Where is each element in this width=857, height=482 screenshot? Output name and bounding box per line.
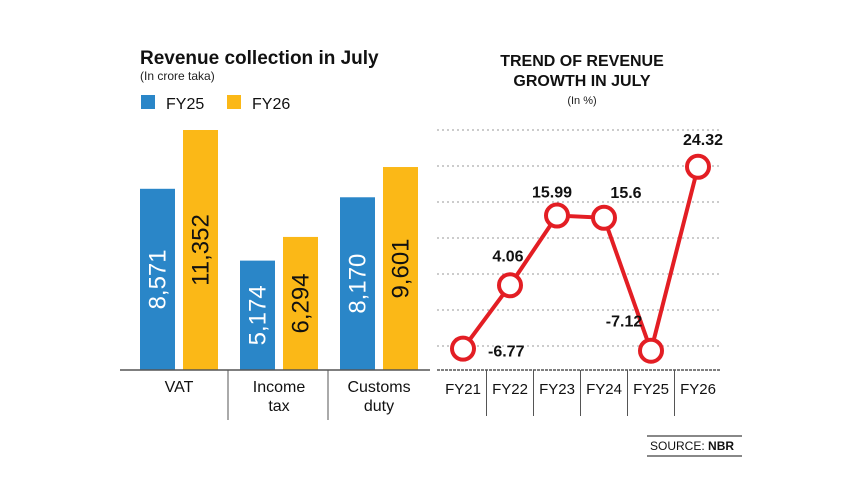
x-tick-label: FY25 (633, 381, 669, 398)
category-label: duty (364, 398, 394, 415)
bar-fy26-0 (183, 130, 218, 370)
data-point-fy26 (685, 153, 711, 180)
data-point-fy24 (591, 204, 617, 231)
bar-value-label: 11,352 (188, 214, 215, 286)
bar-value-label: 5,174 (245, 285, 272, 345)
legend-swatch-fy25 (141, 95, 155, 109)
trend-line (461, 166, 700, 358)
data-point-fy22 (497, 272, 523, 299)
x-tick-label: FY26 (680, 381, 716, 398)
category-label: Income (253, 379, 306, 396)
data-label: 15.6 (610, 185, 641, 202)
legend-swatch-fy26 (227, 95, 241, 109)
data-point-fy21 (450, 335, 476, 362)
x-tick-label: FY24 (586, 381, 622, 398)
data-label: 24.32 (683, 132, 723, 149)
legend-label-fy26: FY26 (252, 96, 290, 113)
data-label: -6.77 (488, 344, 525, 361)
legend-label-fy25: FY25 (166, 96, 204, 113)
category-label: Customs (347, 379, 410, 396)
data-label: -7.12 (606, 314, 643, 331)
bar-chart-title: Revenue collection in July (140, 48, 379, 69)
category-label: tax (268, 398, 289, 415)
bar-fy25-0 (140, 188, 175, 370)
bar-chart-subtitle: (In crore taka) (140, 69, 215, 83)
bar-fy25-1 (240, 260, 275, 370)
data-label: 4.06 (492, 248, 523, 265)
bar-value-label: 8,571 (145, 249, 172, 309)
x-tick-label: FY21 (445, 381, 481, 398)
bar-value-label: 9,601 (388, 238, 415, 298)
line-chart-title-1: TREND OF REVENUE (500, 53, 664, 70)
x-tick-label: FY23 (539, 381, 575, 398)
bar-fy25-2 (340, 197, 375, 370)
line-chart-subtitle: (In %) (567, 95, 596, 107)
bar-value-label: 6,294 (288, 273, 315, 333)
data-point-fy25 (638, 337, 664, 364)
x-tick-label: FY22 (492, 381, 528, 398)
category-label: VAT (165, 379, 194, 396)
bar-value-label: 8,170 (345, 254, 372, 314)
bar-fy26-2 (383, 167, 418, 370)
bar-fy26-1 (283, 236, 318, 370)
line-chart-title-2: GROWTH IN JULY (513, 73, 651, 90)
source-label: SOURCE: NBR (650, 439, 734, 453)
data-label: 15.99 (532, 185, 572, 202)
data-point-fy23 (544, 202, 570, 229)
